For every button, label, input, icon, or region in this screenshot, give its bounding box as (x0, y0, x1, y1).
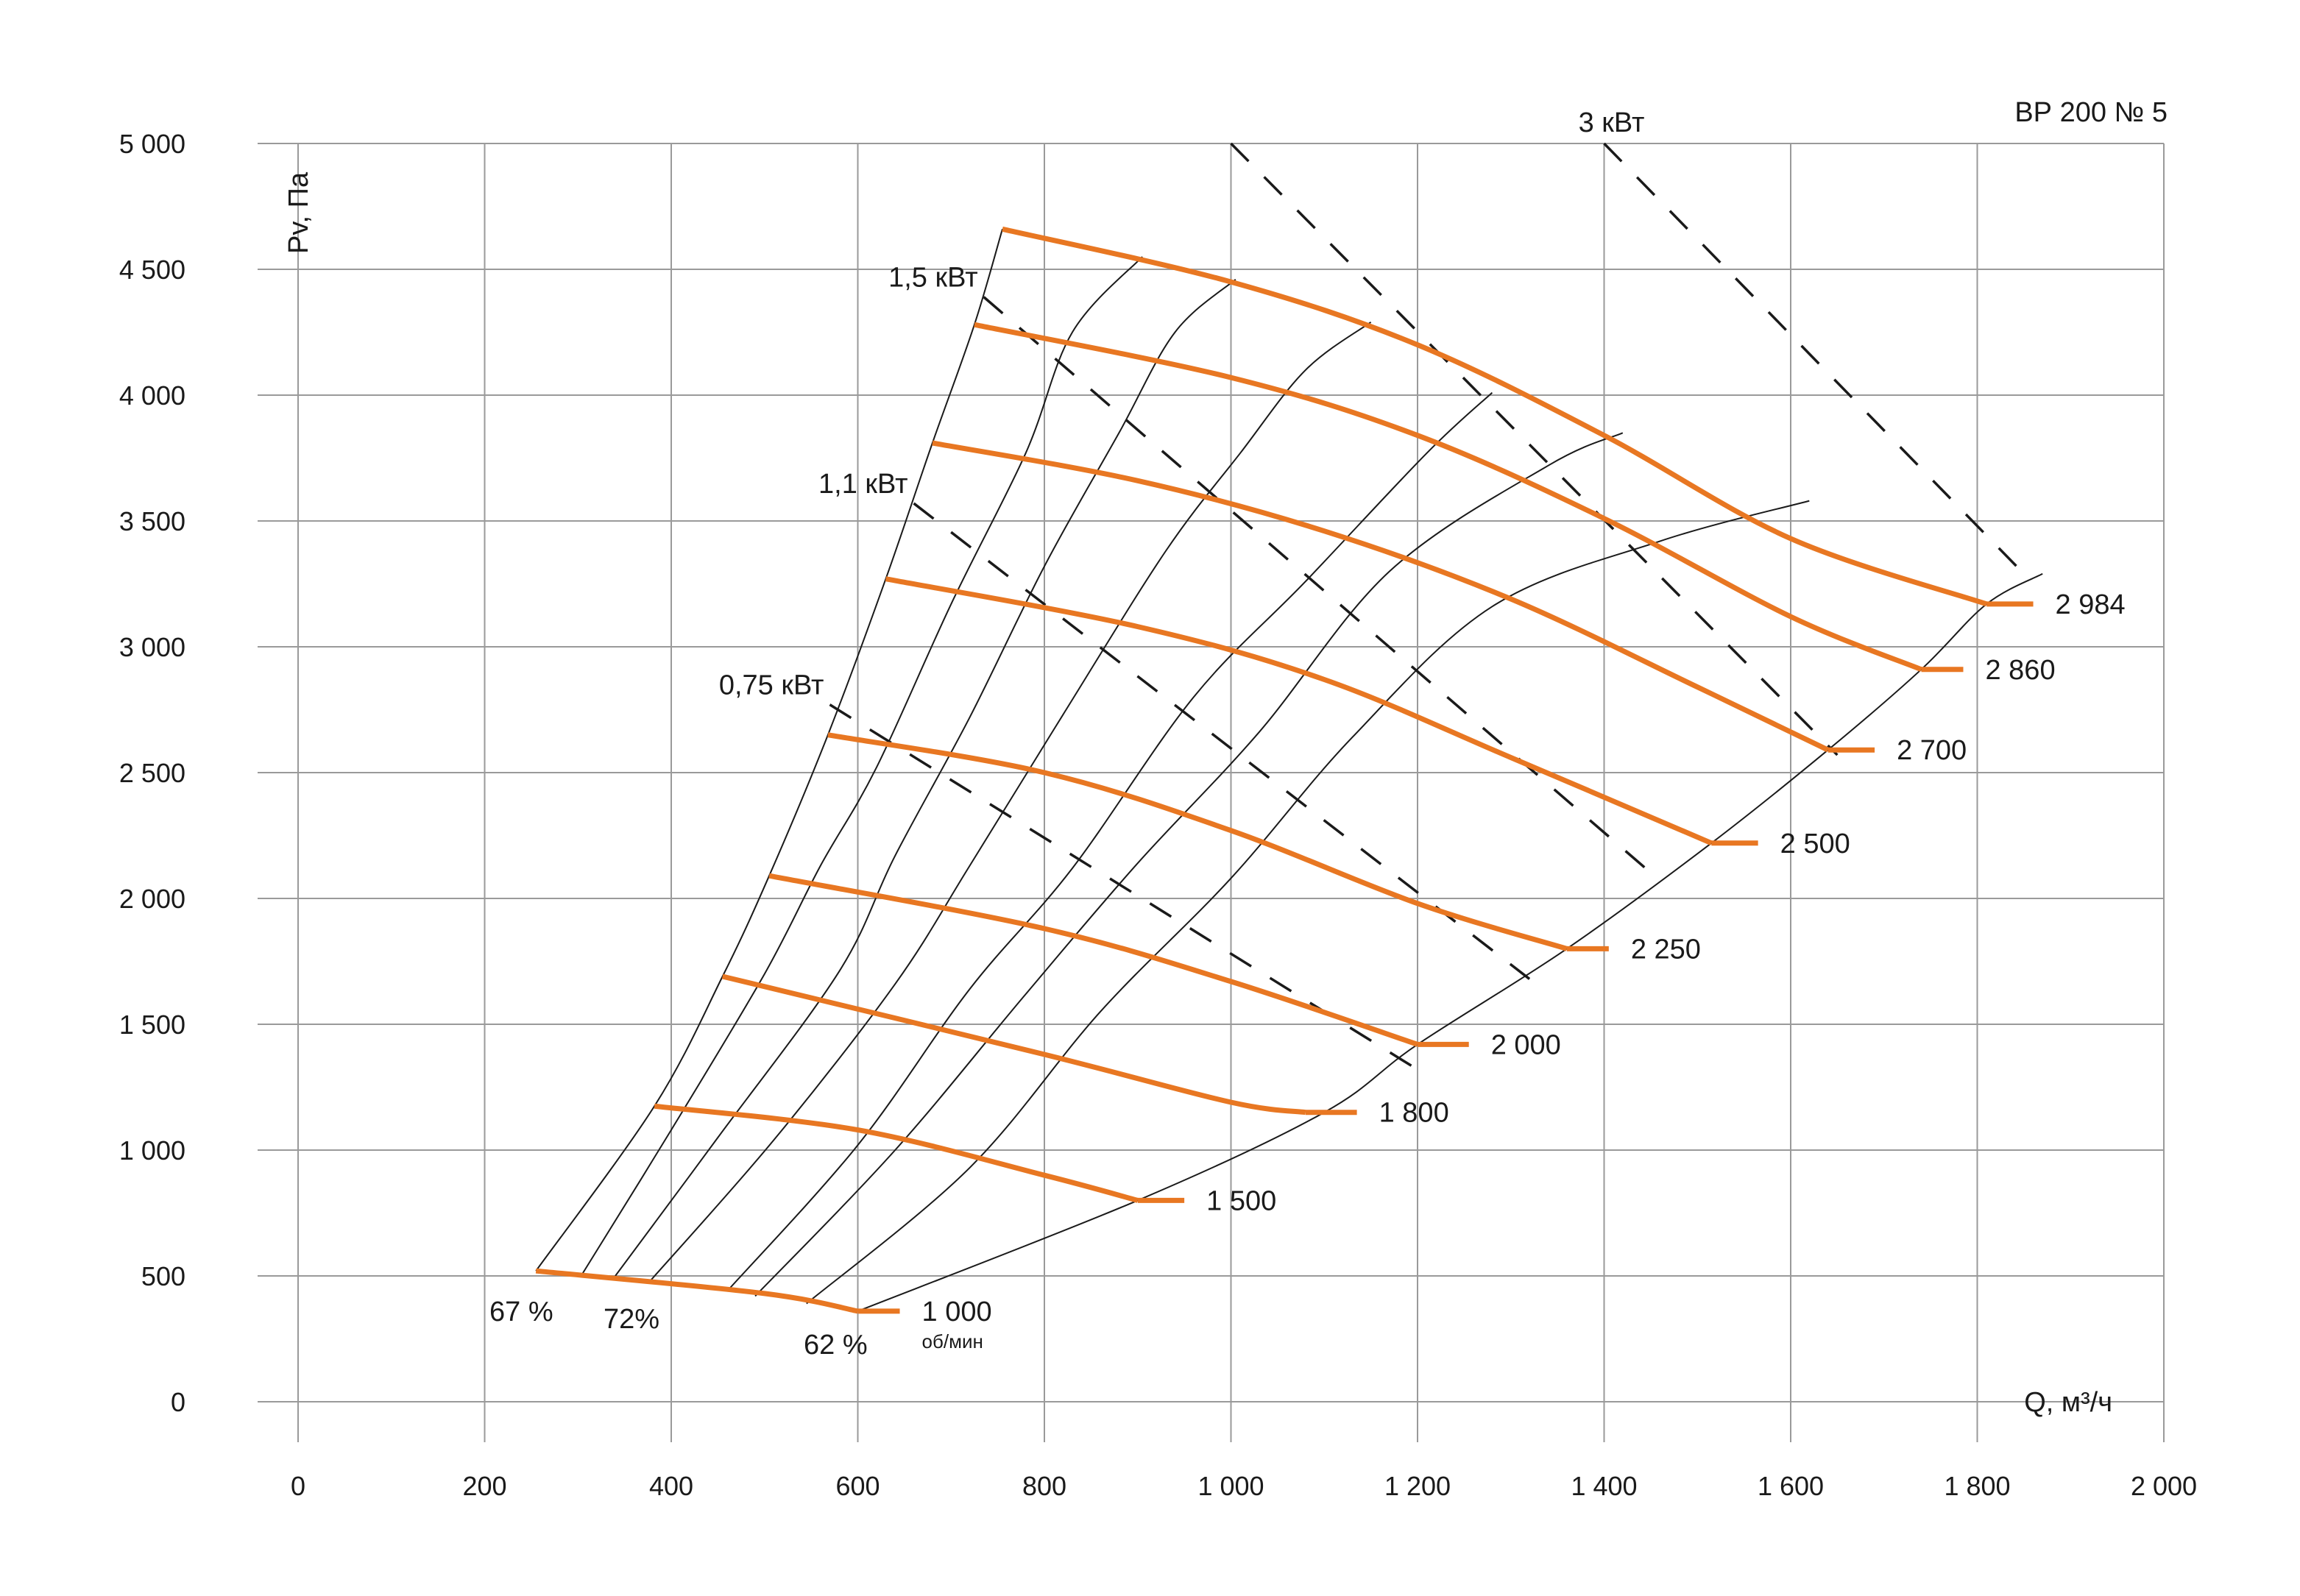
y-tick-label: 1 500 (119, 1010, 185, 1040)
power-line-label: 3 кВт (1579, 107, 1645, 138)
speed-label: 2 700 (1897, 735, 1967, 766)
speed-curve (768, 873, 1419, 1047)
x-tick-label: 1 200 (1384, 1471, 1451, 1501)
y-tick-label: 4 500 (119, 255, 185, 285)
y-tick-label: 3 000 (119, 632, 185, 662)
power-line (913, 502, 1531, 980)
speed-curve (932, 440, 1830, 753)
y-tick-label: 5 000 (119, 129, 185, 159)
speed-label: 2 250 (1631, 934, 1701, 965)
x-tick-label: 1 400 (1571, 1471, 1637, 1501)
efficiency-line (857, 572, 2043, 1312)
y-tick-label: 2 000 (119, 884, 185, 914)
speed-label: 1 800 (1379, 1098, 1449, 1129)
speed-label: 2 000 (1491, 1029, 1561, 1060)
efficiency-line (535, 229, 1003, 1272)
efficiency-label-72: 72% (604, 1304, 659, 1335)
efficiency-line (615, 278, 1236, 1277)
labels: ВР 200 № 5 Pv, Па Q, м³/ч об/мин 67 % 72… (283, 97, 2168, 1418)
x-tick-label: 2 000 (2131, 1471, 2197, 1501)
x-tick-label: 600 (835, 1471, 880, 1501)
grid: 0 500 1 000 1 500 2 000 2 500 3 000 3 500 4 000 4… (119, 129, 2197, 1501)
x-tick-label: 1 800 (1944, 1471, 2010, 1501)
power-line (1603, 142, 2025, 575)
y-tick-label: 2 500 (119, 758, 185, 788)
speed-curve (885, 576, 1713, 846)
power-line (983, 296, 1661, 882)
y-axis-label: Pv, Па (283, 171, 314, 254)
x-tick-label: 200 (462, 1471, 506, 1501)
x-axis-label: Q, м³/ч (2024, 1387, 2112, 1418)
y-tick-label: 1 000 (119, 1135, 185, 1166)
speed-label: 2 500 (1780, 829, 1850, 859)
x-tick-label: 800 (1022, 1471, 1066, 1501)
x-tick-label: 400 (649, 1471, 693, 1501)
y-tick-label: 3 500 (119, 506, 185, 536)
speed-curves: 1 000 1 500 1 800 2 000 2 250 2 500 2 700 2 860… (535, 226, 2126, 1327)
speed-curve (827, 732, 1568, 951)
speed-curve (721, 973, 1306, 1116)
speed-curve (535, 1268, 859, 1314)
speed-label: 2 984 (2056, 589, 2126, 620)
speed-curve (1002, 226, 1988, 607)
power-line-label: 1,1 кВт (818, 469, 908, 500)
power-line (1230, 142, 1839, 756)
efficiency-line (754, 432, 1624, 1297)
power-line-label: 1,5 кВт (888, 263, 978, 294)
speed-label: 1 500 (1206, 1185, 1276, 1216)
power-lines: 0,75 кВт 1,1 кВт 1,5 кВт 3 кВт (719, 107, 2025, 1071)
y-tick-label: 0 (171, 1387, 185, 1417)
efficiency-label-62: 62 % (804, 1330, 868, 1361)
power-line-label: 0,75 кВт (719, 670, 824, 701)
efficiency-line (581, 256, 1143, 1274)
speed-label: 2 860 (1985, 655, 2055, 686)
x-tick-label: 0 (291, 1471, 305, 1501)
x-tick-label: 1 600 (1758, 1471, 1824, 1501)
speed-label: 1 000 (922, 1297, 992, 1327)
y-tick-label: 4 000 (119, 380, 185, 411)
x-tick-label: 1 000 (1197, 1471, 1264, 1501)
efficiency-label-67: 67 % (489, 1297, 553, 1327)
speed-curve (654, 1103, 1139, 1203)
y-tick-label: 500 (141, 1261, 185, 1291)
efficiency-line (726, 391, 1493, 1292)
efficiency-line (647, 321, 1372, 1284)
chart-title: ВР 200 № 5 (2014, 97, 2168, 128)
speed-unit-label: об/мин (922, 1330, 983, 1352)
efficiency-line (806, 500, 1810, 1305)
speed-curve (974, 322, 1922, 673)
